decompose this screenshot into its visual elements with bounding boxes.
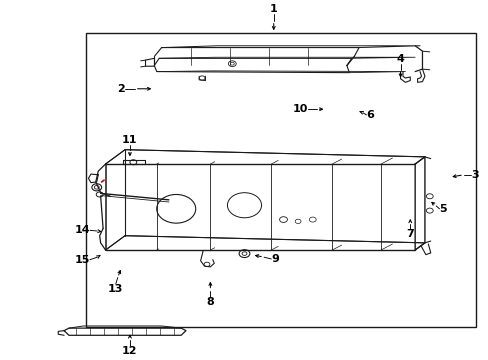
- Text: 3: 3: [470, 170, 478, 180]
- Text: 12: 12: [122, 346, 138, 356]
- Text: 11: 11: [122, 135, 138, 145]
- Text: 10: 10: [292, 104, 307, 114]
- Text: 7: 7: [406, 229, 413, 239]
- Text: 1: 1: [269, 4, 277, 14]
- Text: 4: 4: [396, 54, 404, 64]
- Text: 9: 9: [271, 254, 279, 264]
- Text: 15: 15: [74, 255, 90, 265]
- Text: 14: 14: [74, 225, 90, 235]
- Text: 2: 2: [117, 84, 125, 94]
- Text: 6: 6: [366, 110, 373, 120]
- Text: 13: 13: [108, 284, 123, 294]
- Text: 5: 5: [439, 204, 446, 214]
- Text: 8: 8: [206, 297, 214, 307]
